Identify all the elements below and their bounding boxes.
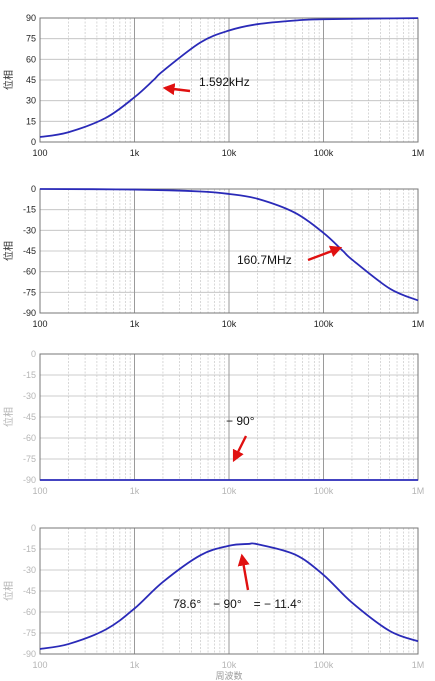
y-tick-label: 0 xyxy=(31,523,36,533)
y-tick-label: -60 xyxy=(23,433,36,443)
y-tick-label: -60 xyxy=(23,267,36,277)
annotation-arrow xyxy=(232,435,248,463)
y-tick-label: 0 xyxy=(31,184,36,194)
annotation-label: 160.7MHz xyxy=(237,253,292,267)
x-tick-label: 1k xyxy=(130,319,140,329)
x-tick-label: 100 xyxy=(32,660,47,670)
y-tick-label: -15 xyxy=(23,205,36,215)
y-tick-label: 60 xyxy=(26,54,36,64)
series-line-1 xyxy=(39,17,419,138)
x-tick-label: 1M xyxy=(412,660,425,670)
y-tick-label: 75 xyxy=(26,34,36,44)
plot-frame xyxy=(39,188,419,314)
x-tick-label: 1k xyxy=(130,148,140,158)
x-tick-label: 100 xyxy=(32,486,47,496)
y-tick-label: -30 xyxy=(23,391,36,401)
series-line-1 xyxy=(39,542,419,650)
y-tick-label: -75 xyxy=(23,287,36,297)
y-tick-label: -30 xyxy=(23,225,36,235)
annotation-label: 1.592kHz xyxy=(199,75,250,89)
x-tick-label: 1M xyxy=(412,486,425,496)
x-tick-label: 100k xyxy=(314,148,334,158)
y-axis-label: 位相 xyxy=(2,241,15,261)
y-tick-label: -45 xyxy=(23,586,36,596)
y-tick-label: 30 xyxy=(26,96,36,106)
plot-frame xyxy=(39,527,419,655)
annotation-arrow xyxy=(237,553,250,591)
x-tick-label: 1M xyxy=(412,148,425,158)
y-tick-label: -60 xyxy=(23,607,36,617)
x-tick-label: 100k xyxy=(314,319,334,329)
x-tick-label: 10k xyxy=(222,319,237,329)
annotation-arrow xyxy=(162,83,191,96)
y-tick-label: -30 xyxy=(23,565,36,575)
chart-panel-1: 0 15 30 45 60 75 90 100 1k 10k 100k 1M 位相 1.592kHz xyxy=(2,13,424,158)
plot-frame xyxy=(39,17,419,143)
y-tick-label: -15 xyxy=(23,544,36,554)
y-tick-label: -15 xyxy=(23,370,36,380)
x-tick-label: 100 xyxy=(32,148,47,158)
y-tick-label: 45 xyxy=(26,75,36,85)
y-axis-label: 位相 xyxy=(2,70,15,90)
y-tick-label: -90 xyxy=(23,649,36,659)
x-tick-label: 1M xyxy=(412,319,425,329)
y-axis-label: 位相 xyxy=(2,581,15,601)
x-tick-label: 100k xyxy=(314,660,334,670)
y-tick-label: -90 xyxy=(23,475,36,485)
x-tick-label: 1k xyxy=(130,486,140,496)
y-tick-label: -75 xyxy=(23,454,36,464)
x-tick-label: 100 xyxy=(32,319,47,329)
annotation-label: − 90° xyxy=(226,414,255,428)
y-tick-label: -45 xyxy=(23,246,36,256)
y-axis-label: 位相 xyxy=(2,407,15,427)
x-tick-label: 100k xyxy=(314,486,334,496)
y-tick-label: -45 xyxy=(23,412,36,422)
x-tick-label: 10k xyxy=(222,486,237,496)
y-tick-label: -75 xyxy=(23,628,36,638)
y-tick-label: 15 xyxy=(26,116,36,126)
x-tick-label: 10k xyxy=(222,148,237,158)
y-tick-label: -90 xyxy=(23,308,36,318)
x-tick-label: 1k xyxy=(130,660,140,670)
x-axis-label: 周波数 xyxy=(215,670,242,681)
x-tick-label: 10k xyxy=(222,660,237,670)
y-tick-label: 0 xyxy=(31,349,36,359)
y-tick-label: 90 xyxy=(26,13,36,23)
annotation-label: 78.6° − 90° = − 11.4° xyxy=(173,597,302,611)
series-line-1 xyxy=(39,188,419,302)
y-tick-label: 0 xyxy=(31,137,36,147)
annotation-arrow xyxy=(307,245,343,262)
